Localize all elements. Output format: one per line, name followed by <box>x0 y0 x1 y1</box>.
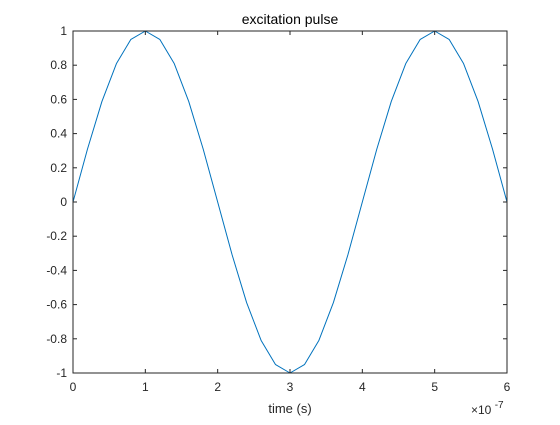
x-axis-label: time (s) <box>268 401 311 416</box>
y-tick-label: 0.2 <box>50 161 67 175</box>
y-tick-label: -0.2 <box>46 229 67 243</box>
y-tick-label: -1 <box>56 366 67 380</box>
x-tick-label: 2 <box>214 380 221 394</box>
x-tick-label: 3 <box>287 380 294 394</box>
x-axis: 0 1 2 3 4 5 6 <box>70 31 511 394</box>
y-tick-label: 0.8 <box>50 58 67 72</box>
x-axis-multiplier-exponent: -7 <box>495 400 504 411</box>
y-tick-label: 0.6 <box>50 92 67 106</box>
x-axis-multiplier: ×10 -7 <box>471 400 504 417</box>
x-tick-label: 6 <box>504 380 511 394</box>
plot-area <box>73 31 507 373</box>
x-axis-multiplier-base: ×10 <box>471 403 492 417</box>
y-tick-label: -0.8 <box>46 332 67 346</box>
x-tick-label: 5 <box>431 380 438 394</box>
chart-title: excitation pulse <box>242 11 339 27</box>
x-tick-label: 0 <box>70 380 77 394</box>
y-tick-label: 1 <box>60 24 67 38</box>
y-axis: -1 -0.8 -0.6 -0.4 -0.2 0 0.2 0.4 0.6 0.8 1 <box>46 24 507 380</box>
x-tick-label: 4 <box>359 380 366 394</box>
y-tick-label: 0 <box>60 195 67 209</box>
y-tick-label: -0.6 <box>46 298 67 312</box>
y-tick-label: 0.4 <box>50 127 67 141</box>
x-tick-label: 1 <box>142 380 149 394</box>
y-tick-label: -0.4 <box>46 263 67 277</box>
